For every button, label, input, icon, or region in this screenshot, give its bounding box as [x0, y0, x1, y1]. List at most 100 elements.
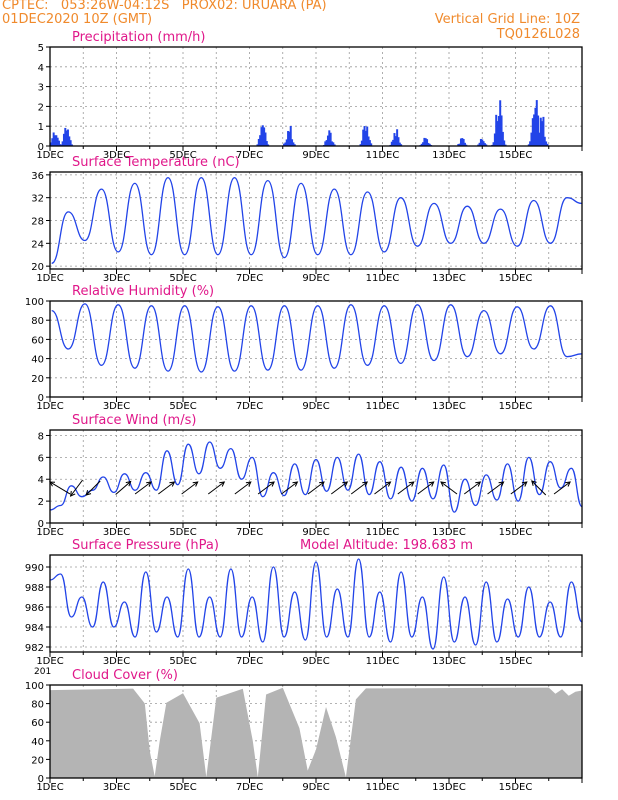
y-tick-label: 100: [25, 681, 44, 692]
precip-bar: [61, 141, 64, 146]
precip-bar: [427, 142, 430, 146]
precip-bar: [483, 143, 486, 146]
precip-bar: [257, 138, 260, 146]
y-tick-label: 4: [38, 63, 44, 74]
x-tick-label: 1DEC: [36, 782, 63, 793]
x-tick-label: 201: [34, 667, 51, 677]
wind-arrow-head: [292, 481, 299, 487]
precip-bar: [324, 141, 327, 146]
precip-bar: [420, 143, 423, 146]
precip-bar: [49, 142, 52, 146]
wind-arrow-head: [245, 481, 252, 487]
precip-bar: [531, 118, 534, 146]
header-datetime: 01DEC2020 10Z (GMT): [2, 12, 153, 27]
wind-arrow: [487, 481, 504, 495]
y-tick-label: 20: [31, 374, 44, 385]
x-tick-label: 13DEC: [432, 401, 466, 412]
x-tick-label: 1DEC: [36, 273, 63, 284]
x-tick-label: 3DEC: [103, 656, 130, 667]
precip-bar: [328, 130, 331, 146]
precip-bar: [481, 139, 484, 146]
rh-line: [51, 303, 583, 373]
precip-bar: [497, 116, 500, 146]
precip-bar: [260, 127, 263, 146]
precip-bar: [367, 136, 370, 146]
y-tick-label: 40: [31, 355, 44, 366]
precip-bar: [332, 142, 335, 146]
y-tick-label: 0: [38, 142, 44, 153]
wind-arrow: [257, 481, 275, 495]
x-tick-label: 5DEC: [169, 656, 196, 667]
x-tick-label: 11DEC: [366, 527, 400, 538]
precip-bar: [424, 138, 427, 146]
precip-bar: [368, 140, 371, 146]
cloud-area: [50, 687, 582, 778]
precip-bar: [69, 140, 72, 146]
x-tick-label: 13DEC: [432, 150, 466, 161]
precip-bar: [397, 137, 400, 146]
wind-arrow: [440, 481, 458, 495]
x-tick-label: 9DEC: [302, 150, 329, 161]
precip-bar: [363, 126, 366, 146]
x-tick-label: 3DEC: [103, 150, 130, 161]
rh-title: Relative Humidity (%): [72, 284, 214, 299]
wind-arrow: [553, 481, 571, 495]
x-tick-label: 15DEC: [499, 401, 533, 412]
precip-bar: [283, 143, 286, 146]
x-tick-label: 15DEC: [499, 150, 533, 161]
x-tick-label: 11DEC: [366, 150, 400, 161]
precip-bar: [393, 133, 396, 146]
precip-bar: [495, 114, 498, 146]
y-tick-label: 40: [31, 737, 44, 748]
wind-line: [49, 441, 583, 513]
x-tick-label: 3DEC: [103, 782, 130, 793]
precip-bar: [366, 126, 369, 146]
wind-title: Surface Wind (m/s): [72, 413, 196, 428]
precip-bar: [458, 143, 461, 146]
x-tick-label: 1DEC: [36, 150, 63, 161]
wind-arrow: [350, 481, 368, 495]
precip-bar: [457, 144, 460, 146]
wind-arrow: [463, 481, 481, 495]
x-tick-label: 5DEC: [169, 150, 196, 161]
precip-bar: [543, 136, 546, 146]
precip-bar: [263, 127, 266, 146]
y-tick-label: 24: [31, 239, 44, 250]
precip-bar: [477, 144, 480, 146]
wind-arrow-head: [531, 480, 537, 486]
y-tick-label: 4: [38, 475, 44, 486]
precip-bar: [463, 142, 466, 146]
precip-bar: [537, 139, 540, 146]
panel-precip: 0 1 2 3 4 5 1DEC 3DEC 5DEC 7DEC 9DEC 11DEC 13DEC 15DE…: [36, 30, 583, 161]
wind-arrow-head: [440, 481, 446, 487]
precip-bar: [546, 143, 549, 146]
precip-bar: [545, 141, 548, 146]
precip-bar: [465, 144, 468, 146]
wind-arrow: [70, 479, 83, 497]
x-tick-label: 1DEC: [36, 401, 63, 412]
precip-bar: [285, 139, 288, 146]
wind-arrow: [115, 481, 131, 495]
precip-bar: [542, 116, 545, 146]
wind-arrow: [374, 481, 391, 495]
precip-bar: [529, 141, 532, 146]
cloud-title: Cloud Cover (%): [72, 668, 178, 683]
precip-bar: [362, 129, 365, 146]
y-tick-label: 36: [31, 171, 44, 182]
wind-arrow-head: [362, 481, 369, 487]
precip-bar: [493, 133, 496, 146]
x-tick-label: 13DEC: [432, 656, 466, 667]
y-tick-label: 6: [38, 453, 44, 464]
wind-arrow: [531, 480, 547, 496]
y-tick-label: 986: [25, 603, 44, 614]
y-tick-label: 988: [25, 583, 44, 594]
x-tick-label: 9DEC: [302, 401, 329, 412]
precip-bar: [499, 100, 502, 146]
pres-title: Surface Pressure (hPa): [72, 538, 219, 553]
y-tick-label: 0: [38, 519, 44, 530]
precip-bar: [52, 132, 55, 146]
wind-arrow-head: [498, 481, 505, 487]
precip-bar: [56, 137, 59, 146]
precip-bar: [541, 121, 544, 146]
panel-cloud: 0 20 40 60 80 100 1DEC 3DEC 5DEC 7DEC 9DEC 11DEC 13D…: [25, 668, 583, 793]
